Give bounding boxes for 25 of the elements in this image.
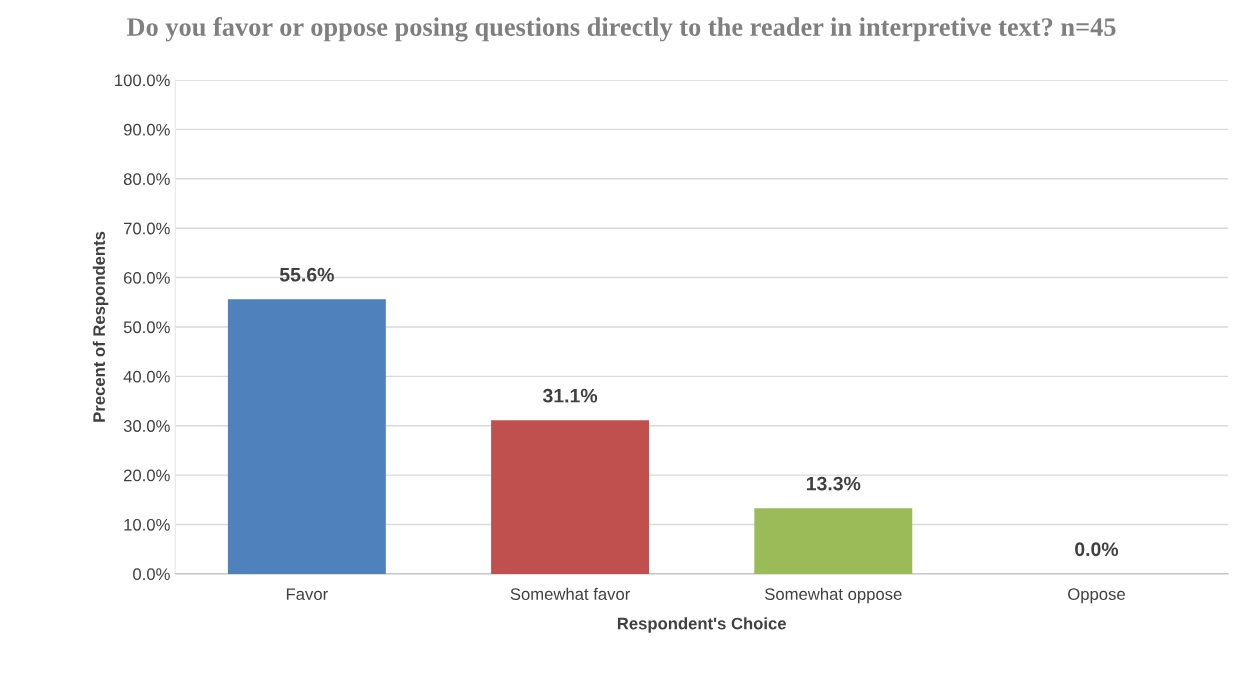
y-tick-label: 0.0% (133, 568, 170, 581)
x-axis-title: Respondent's Choice (617, 617, 786, 633)
x-tick-label: Somewhat oppose (765, 587, 902, 604)
x-tick-label: Oppose (1068, 588, 1125, 604)
bar (491, 420, 650, 574)
bar (754, 508, 913, 574)
y-tick-label: 100.0% (115, 74, 170, 87)
y-tick-label: 90.0% (123, 123, 170, 136)
chart-title: Do you favor or oppose posing questions directly to the reader in interpretive text? n=45 (126, 17, 1116, 42)
y-tick-label: 60.0% (123, 271, 170, 284)
y-tick-label: 70.0% (124, 222, 170, 235)
data-label: 13.3% (806, 476, 861, 491)
y-tick-label: 40.0% (123, 370, 170, 383)
y-tick-label: 50.0% (123, 321, 170, 334)
y-tick-label: 80.0% (123, 173, 170, 185)
data-label: 31.1% (542, 388, 598, 403)
x-tick-label: Favor (286, 588, 328, 601)
data-label: 0.0% (1075, 542, 1119, 557)
x-tick-label: Somewhat favor (510, 587, 631, 601)
y-tick-label: 30.0% (123, 420, 170, 432)
y-tick-label: 10.0% (124, 518, 170, 531)
bar (227, 299, 386, 574)
y-tick-label: 20.0% (123, 469, 170, 482)
data-label: 55.6% (279, 267, 334, 282)
y-axis-title: Precent of Respondents (92, 231, 109, 422)
